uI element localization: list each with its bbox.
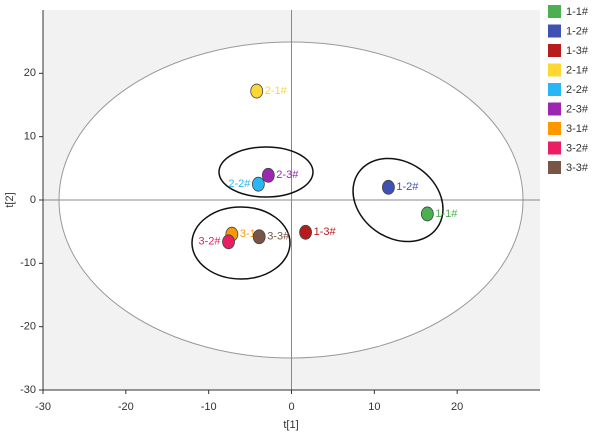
group-ellipse: [352, 157, 444, 243]
legend-swatch: [548, 83, 561, 96]
legend-swatch: [548, 102, 561, 116]
y-tick-label: 10: [24, 131, 36, 143]
legend-label: 2-2#: [566, 84, 589, 96]
group-ellipse: [191, 206, 291, 280]
point: [252, 229, 266, 245]
legend-label: 3-1#: [566, 123, 589, 135]
legend-swatch: [548, 141, 561, 155]
point-label: 1-2#: [396, 181, 419, 193]
x-tick-label: -10: [201, 401, 217, 413]
point: [250, 83, 264, 99]
legend-label: 3-3#: [566, 162, 589, 174]
legend-swatch: [548, 63, 561, 77]
point: [382, 179, 395, 195]
legend-label: 1-3#: [566, 45, 589, 57]
point: [222, 234, 235, 250]
point-label: 2-2#: [228, 178, 251, 190]
x-axis-label: t[1]: [283, 419, 298, 431]
legend-swatch: [548, 24, 561, 38]
y-tick-label: 20: [24, 67, 36, 79]
group-ellipse: [218, 146, 314, 198]
grid: [43, 10, 540, 390]
point-label: 3-3#: [267, 231, 290, 243]
point: [299, 224, 312, 240]
x-tick-label: 10: [368, 401, 380, 413]
point-label: 1-1#: [435, 208, 458, 220]
legend-label: 3-2#: [566, 142, 589, 154]
legend-swatch: [548, 161, 561, 174]
legend-label: 1-1#: [566, 6, 589, 18]
y-tick-label: 0: [30, 194, 36, 206]
y-tick-label: -30: [20, 384, 36, 396]
point-label: 3-2#: [199, 236, 222, 248]
point: [420, 206, 434, 222]
legend-swatch: [548, 122, 561, 135]
point: [251, 176, 265, 192]
point: [261, 167, 275, 183]
legend-label: 2-3#: [566, 103, 589, 115]
x-tick-label: 0: [288, 401, 294, 413]
x-tick-label: 20: [451, 401, 463, 413]
legend-swatch: [548, 5, 561, 18]
point-label: 2-3#: [276, 169, 299, 181]
legend-label: 1-2#: [566, 25, 589, 37]
x-tick-label: -30: [35, 401, 51, 413]
point-label: 2-1#: [265, 85, 288, 97]
y-tick-label: -10: [20, 257, 36, 269]
legend-label: 2-1#: [566, 64, 589, 76]
x-tick-label: -20: [118, 401, 134, 413]
legend-swatch: [548, 44, 561, 57]
y-axis-label: t[2]: [4, 192, 16, 207]
point-label: 1-3#: [314, 226, 337, 238]
y-tick-label: -20: [20, 321, 36, 333]
